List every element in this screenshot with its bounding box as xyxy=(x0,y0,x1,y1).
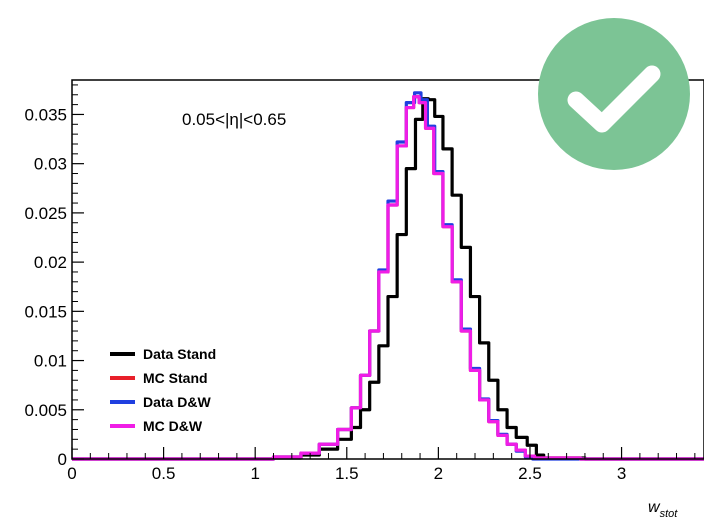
legend-label: Data Stand xyxy=(143,346,216,362)
checkmark-badge xyxy=(538,18,690,170)
x-tick-label: 0 xyxy=(67,464,76,483)
y-axis: 0 0.005 0.01 0.015 0.02 0.025 0.03 0.035 xyxy=(24,84,84,469)
x-axis-label-main: w xyxy=(648,499,661,516)
legend-label: MC D&W xyxy=(143,418,203,434)
y-tick-label: 0.025 xyxy=(24,204,67,223)
x-tick-label: 3 xyxy=(617,464,626,483)
y-tick-label: 0.005 xyxy=(24,401,67,420)
y-tick-label: 0.02 xyxy=(34,253,67,272)
y-tick-label: 0.03 xyxy=(34,155,67,174)
x-tick-label: 0.5 xyxy=(152,464,176,483)
legend: Data Stand MC Stand Data D&W MC D&W xyxy=(110,346,216,434)
y-tick-label: 0.015 xyxy=(24,302,67,321)
x-tick-label: 1 xyxy=(250,464,259,483)
eta-range-annotation: 0.05<|η|<0.65 xyxy=(182,110,286,129)
y-tick-label: 0 xyxy=(58,450,67,469)
x-tick-label: 2.5 xyxy=(518,464,542,483)
checkmark-icon xyxy=(538,18,690,170)
x-axis-label: wstot xyxy=(648,499,678,520)
legend-label: MC Stand xyxy=(143,370,208,386)
series-line-mc-d-w xyxy=(72,95,704,461)
series-curves xyxy=(72,91,704,461)
x-tick-label: 1.5 xyxy=(335,464,359,483)
y-tick-label: 0.01 xyxy=(34,352,67,371)
y-tick-label: 0.035 xyxy=(24,105,67,124)
legend-label: Data D&W xyxy=(143,394,211,410)
x-tick-label: 2 xyxy=(434,464,443,483)
x-axis: 0 0.5 1 1.5 2 2.5 3 xyxy=(67,447,696,483)
plot-frame xyxy=(71,79,704,460)
x-axis-label-subscript: stot xyxy=(660,508,679,520)
